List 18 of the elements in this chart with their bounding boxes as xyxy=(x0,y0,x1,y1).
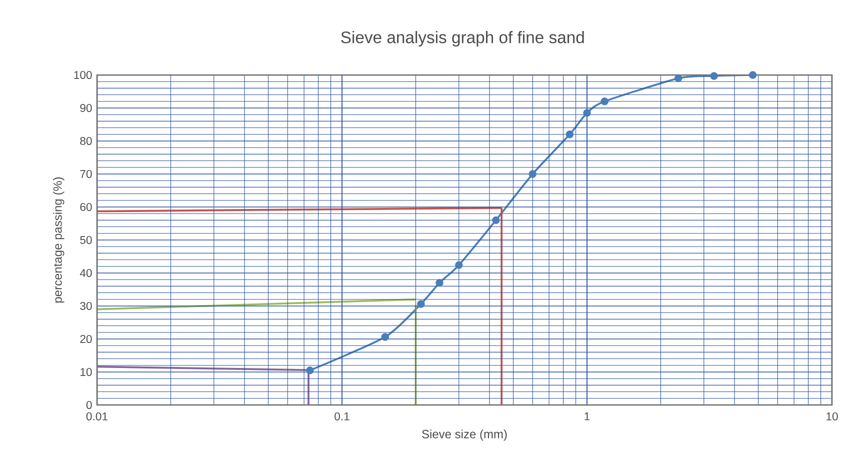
y-tick-label: 90 xyxy=(80,104,92,112)
y-tick-label: 40 xyxy=(80,268,92,277)
y-tick-label: 30 xyxy=(80,302,92,310)
y-tick-label: 60 xyxy=(80,202,92,211)
y-tick-label: 50 xyxy=(80,236,92,244)
x-tick-label: 0.1 xyxy=(334,412,350,420)
y-tick-label: 100 xyxy=(74,70,92,79)
y-tick-label: 20 xyxy=(80,334,92,343)
y-tick-label: 80 xyxy=(80,136,92,145)
y-tick-label: 0 xyxy=(86,400,92,409)
chart-title: Sieve analysis graph of fine sand xyxy=(341,31,584,47)
y-tick-label: 70 xyxy=(80,170,92,178)
x-axis-title: Sieve size (mm) xyxy=(422,430,507,441)
x-tick-label: 0.01 xyxy=(86,412,108,420)
x-tick-label: 10 xyxy=(826,412,838,420)
y-tick-label: 10 xyxy=(80,368,92,376)
x-tick-label: 1 xyxy=(584,412,590,420)
y-axis-title: percentage passing (%) xyxy=(53,177,64,303)
